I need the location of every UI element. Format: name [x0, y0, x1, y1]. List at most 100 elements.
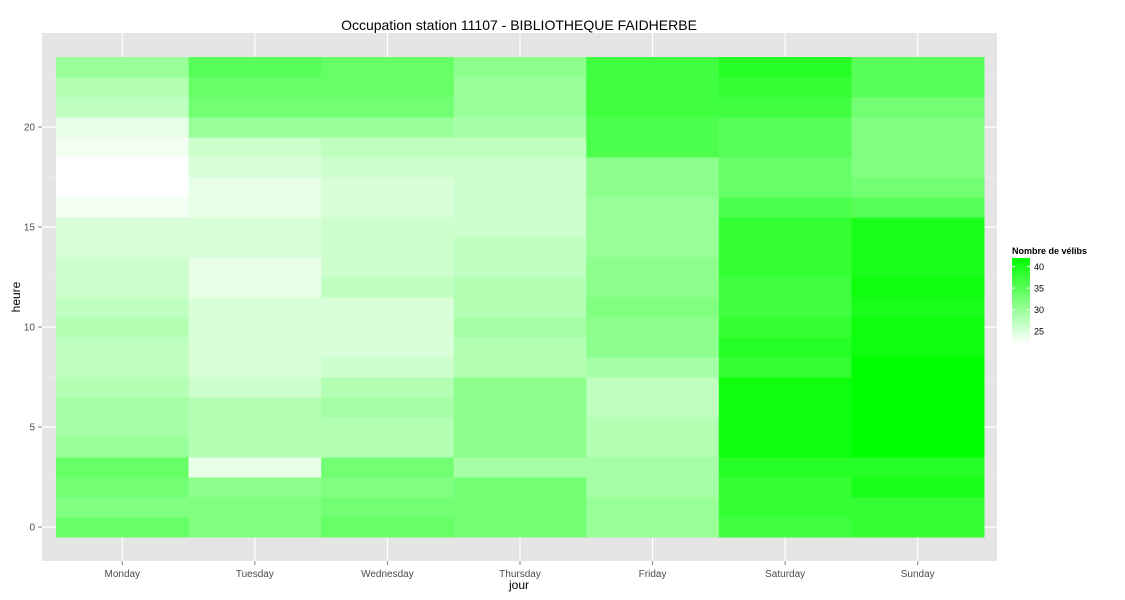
heatmap-tile	[586, 437, 720, 458]
heatmap-tile	[851, 437, 985, 458]
heatmap-tile	[586, 217, 720, 238]
heatmap-tile	[321, 477, 455, 498]
heatmap-tile	[321, 197, 455, 218]
heatmap-tile	[453, 337, 587, 358]
heatmap-tile	[586, 337, 720, 358]
heatmap-tile	[586, 77, 720, 98]
heatmap-tile	[586, 57, 720, 78]
legend-tick-label: 35	[1034, 284, 1044, 294]
heatmap-tile	[453, 437, 587, 458]
chart-title: Occupation station 11107 - BIBLIOTHEQUE …	[341, 17, 697, 33]
heatmap-tile	[56, 417, 190, 438]
heatmap-tile	[851, 257, 985, 278]
heatmap-tile	[453, 317, 587, 338]
heatmap-tile	[453, 157, 587, 178]
heatmap-tile	[321, 437, 455, 458]
heatmap-tile	[56, 457, 190, 478]
heatmap-tile	[453, 77, 587, 98]
heatmap-tile	[851, 477, 985, 498]
x-tick-label: Saturday	[765, 569, 805, 580]
heatmap-tile	[586, 277, 720, 298]
heatmap-tile	[851, 197, 985, 218]
heatmap-tile	[718, 497, 852, 518]
heatmap-tile	[718, 57, 852, 78]
y-tick-label: 5	[29, 423, 35, 434]
heatmap-tile	[851, 517, 985, 538]
heatmap-tile	[56, 57, 190, 78]
heatmap-tile	[56, 117, 190, 138]
heatmap-tile	[586, 237, 720, 258]
heatmap-tile	[453, 97, 587, 118]
heatmap-tile	[56, 77, 190, 98]
heatmap-tile	[321, 337, 455, 358]
heatmap-tile	[188, 297, 322, 318]
heatmap-tile	[851, 397, 985, 418]
heatmap-tile	[851, 97, 985, 118]
heatmap-tile	[453, 417, 587, 438]
heatmap-tile	[453, 477, 587, 498]
heatmap-tile	[321, 137, 455, 158]
heatmap-tile	[188, 477, 322, 498]
heatmap-tile	[453, 57, 587, 78]
heatmap-tile	[453, 237, 587, 258]
heatmap-tile	[453, 397, 587, 418]
heatmap-tile	[321, 357, 455, 378]
heatmap-tile	[453, 497, 587, 518]
x-axis: Monday Tuesday Wednesday Thursday Friday Satu…	[104, 561, 935, 580]
heatmap-tile	[321, 377, 455, 398]
heatmap-tile	[188, 177, 322, 198]
heatmap-tile	[586, 357, 720, 378]
y-tick-label: 15	[24, 223, 36, 234]
heatmap-tile	[321, 497, 455, 518]
heatmap-tile	[453, 377, 587, 398]
heatmap-tile	[718, 297, 852, 318]
heatmap-tile	[321, 237, 455, 258]
heatmap-tile	[321, 297, 455, 318]
heatmap-tile	[321, 397, 455, 418]
heatmap-tile	[718, 377, 852, 398]
heatmap-tile	[321, 277, 455, 298]
heatmap-tile	[56, 277, 190, 298]
heatmap-tile	[718, 117, 852, 138]
heatmap-tile	[586, 197, 720, 218]
heatmap-tile	[321, 97, 455, 118]
heatmap-tile	[453, 117, 587, 138]
heatmap-tile	[718, 477, 852, 498]
heatmap-tile	[453, 197, 587, 218]
heatmap-tile	[321, 157, 455, 178]
heatmap-tile	[851, 137, 985, 158]
heatmap-tile	[56, 397, 190, 418]
heatmap-tile	[718, 157, 852, 178]
heatmap-tile	[56, 377, 190, 398]
heatmap-tile	[718, 317, 852, 338]
heatmap-tile	[851, 117, 985, 138]
heatmap-tile	[851, 177, 985, 198]
y-axis: 0 5 10 15 20	[24, 123, 42, 534]
x-tick-label: Wednesday	[361, 569, 414, 580]
heatmap-tile	[851, 457, 985, 478]
heatmap-tile	[453, 297, 587, 318]
heatmap-tile	[56, 317, 190, 338]
heatmap-tile	[851, 277, 985, 298]
heatmap-tile	[586, 257, 720, 278]
heatmap-tile	[188, 217, 322, 238]
heatmap-tile	[718, 177, 852, 198]
x-tick-label: Sunday	[901, 569, 935, 580]
heatmap-tile	[718, 197, 852, 218]
heatmap-tile	[851, 417, 985, 438]
heatmap-tile	[188, 417, 322, 438]
x-tick-label: Tuesday	[236, 569, 274, 580]
heatmap-tile	[56, 217, 190, 238]
heatmap-tile	[188, 257, 322, 278]
x-axis-title: jour	[508, 578, 529, 592]
heatmap-tile	[718, 437, 852, 458]
heatmap-tile	[586, 97, 720, 118]
heatmap-tile	[321, 117, 455, 138]
legend: Nombre de vélibs 25 30 35 40	[1012, 246, 1087, 344]
legend-tick-label: 40	[1034, 262, 1044, 272]
heatmap-tile	[851, 377, 985, 398]
legend-tick-label: 25	[1034, 327, 1044, 337]
legend-title: Nombre de vélibs	[1012, 246, 1087, 256]
heatmap-tile	[188, 517, 322, 538]
